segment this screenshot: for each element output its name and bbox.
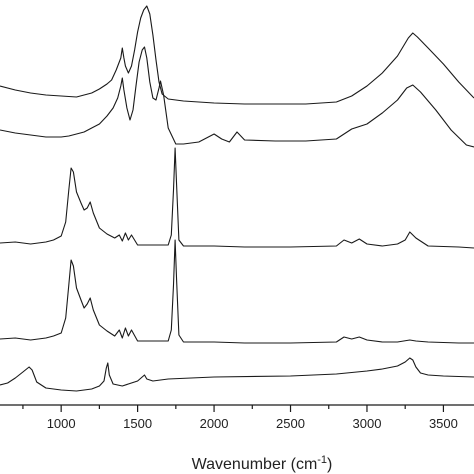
x-tick-label: 3500 xyxy=(429,416,458,431)
x-ticks: 1000 1500 2000 2500 3000 3500 xyxy=(22,405,458,431)
spectrum-line-3 xyxy=(0,147,474,249)
x-axis-title-main: Wavenumber (cm xyxy=(192,456,318,473)
x-tick-label: 1000 xyxy=(47,416,76,431)
x-axis-title: Wavenumber (cm-1) xyxy=(192,454,333,473)
x-tick-label: 1500 xyxy=(123,416,152,431)
x-axis-title-close: ) xyxy=(327,456,332,473)
spectrum-line-1 xyxy=(0,5,474,105)
series-layer xyxy=(0,5,474,392)
x-tick-label: 2000 xyxy=(200,416,229,431)
x-axis-title-sup: -1 xyxy=(317,454,327,466)
spectrum-line-2 xyxy=(0,46,474,148)
spectrum-line-4 xyxy=(0,239,474,344)
spectrum-line-5 xyxy=(0,357,474,392)
x-tick-label: 3000 xyxy=(353,416,382,431)
x-tick-label: 2500 xyxy=(276,416,305,431)
